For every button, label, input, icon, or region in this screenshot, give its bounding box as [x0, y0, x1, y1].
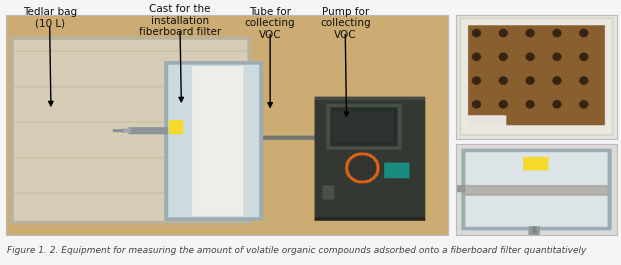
Text: Tube for
collecting
VOC: Tube for collecting VOC: [245, 7, 296, 40]
Text: Cast for the
installation
fiberboard filter: Cast for the installation fiberboard fil…: [139, 4, 221, 37]
Text: Tedlar bag
(10 L): Tedlar bag (10 L): [22, 7, 77, 28]
Text: Figure 1. 2. Equipment for measuring the amount of volatile organic compounds ad: Figure 1. 2. Equipment for measuring the…: [7, 246, 587, 255]
Text: Pump for
collecting
VOC: Pump for collecting VOC: [320, 7, 371, 40]
